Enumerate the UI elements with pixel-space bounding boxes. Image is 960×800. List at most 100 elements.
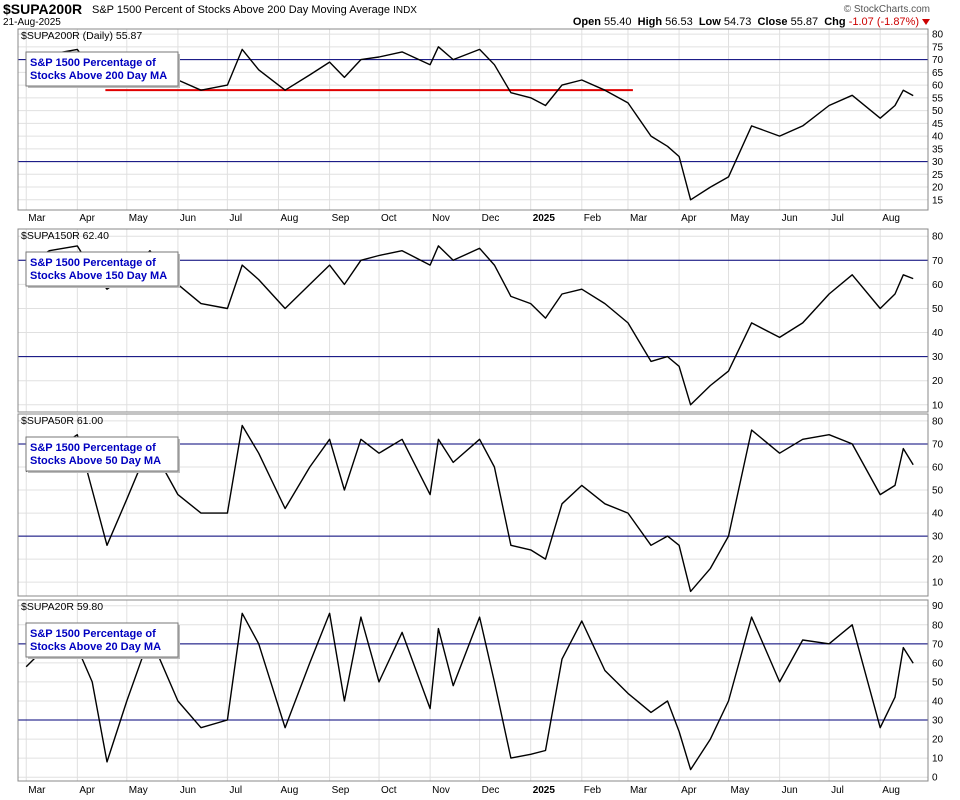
y-tick-label: 60 [932,280,944,291]
panel-frame [17,599,929,782]
x-tick-label: May [731,785,750,796]
panel-frame [17,28,929,211]
x-tick-label: Aug [280,213,298,224]
close-value: 55.87 [790,16,819,28]
x-tick-label: Jul [229,785,242,796]
x-tick-label: Jun [180,213,196,224]
y-tick-label: 60 [932,81,944,92]
y-tick-label: 90 [932,601,944,612]
y-tick-label: 70 [932,55,944,66]
panel-frame [17,413,929,597]
y-tick-label: 15 [932,195,944,206]
legend-box [25,622,179,658]
x-tick-label: Sep [332,213,350,224]
y-tick-label: 60 [932,462,944,473]
x-tick-label: Apr [79,785,95,796]
x-tick-label: Feb [584,213,602,224]
y-tick-label: 35 [932,144,944,155]
y-tick-label: 70 [932,639,944,650]
y-tick-label: 50 [932,304,944,315]
x-tick-label: May [129,213,148,224]
x-tick-label: Aug [882,785,900,796]
legend-text: S&P 1500 Percentage of Stocks Above 50 Da… [30,442,161,467]
y-tick-label: 25 [932,170,944,181]
change-value: -1.07 (-1.87%) [848,16,919,28]
x-tick-label: Sep [332,785,350,796]
y-tick-label: 50 [932,486,944,497]
x-tick-label: Nov [432,785,450,796]
y-tick-label: 40 [932,509,944,520]
symbol: $SUPA200R [3,1,83,17]
x-tick-label: Jul [831,785,844,796]
x-tick-label: Feb [584,785,602,796]
exchange: INDX [393,5,417,16]
x-tick-label: Apr [79,213,95,224]
x-tick-label: Mar [630,785,648,796]
panel-label: $SUPA150R 62.40 [21,230,109,242]
y-tick-label: 30 [932,352,944,363]
panel-label: $SUPA200R (Daily) 55.87 [21,30,142,42]
y-tick-label: 50 [932,106,944,117]
x-tick-label: Jul [831,213,844,224]
panel-frame [17,228,929,413]
y-tick-label: 80 [932,30,944,41]
series-line [25,424,914,593]
x-tick-label: Oct [381,213,397,224]
y-tick-label: 65 [932,68,944,79]
x-tick-label: Jun [180,785,196,796]
open-value: 55.40 [604,16,632,28]
y-tick-label: 30 [932,532,944,543]
y-tick-label: 0 [932,773,938,784]
low-label: Low [698,16,721,28]
y-tick-label: 70 [932,256,944,267]
x-tick-label: 2025 [533,213,556,224]
chart-header: $SUPA200R S&P 1500 Percent of Stocks Abo… [0,0,960,30]
y-tick-label: 20 [932,555,944,566]
y-tick-label: 10 [932,754,944,765]
y-tick-label: 20 [932,735,944,746]
legend-text: S&P 1500 Percentage of Stocks Above 20 Da… [30,628,161,653]
y-tick-label: 75 [932,42,944,53]
panel-label: $SUPA50R 61.00 [21,415,103,427]
y-tick-label: 30 [932,716,944,727]
series-line [25,245,914,406]
x-tick-label: Jun [782,213,798,224]
y-tick-label: 40 [932,132,944,143]
y-tick-label: 30 [932,157,944,168]
legend-text: S&P 1500 Percentage of Stocks Above 200 D… [30,57,167,82]
y-tick-label: 10 [932,578,944,589]
y-tick-label: 20 [932,376,944,387]
y-tick-label: 50 [932,677,944,688]
x-tick-label: Jul [229,213,242,224]
x-tick-label: Jun [782,785,798,796]
y-tick-label: 80 [932,620,944,631]
x-tick-label: Dec [482,785,500,796]
open-label: Open [572,16,601,28]
x-tick-label: Mar [28,785,46,796]
y-tick-label: 80 [932,416,944,427]
panel-label: $SUPA20R 59.80 [21,601,103,613]
y-tick-label: 40 [932,328,944,339]
x-tick-label: Mar [28,213,46,224]
symbol-description: S&P 1500 Percent of Stocks Above 200 Day… [92,4,417,16]
ohlc-readout: Open 55.40 High 56.53 Low 54.73 Close 55… [573,16,930,28]
y-tick-label: 40 [932,696,944,707]
low-value: 54.73 [723,16,752,28]
x-tick-label: Oct [381,785,397,796]
y-tick-label: 45 [932,119,944,130]
x-tick-label: May [129,785,148,796]
x-tick-label: May [731,213,750,224]
close-label: Close [757,16,788,28]
y-tick-label: 10 [932,400,944,411]
y-tick-label: 60 [932,658,944,669]
y-tick-label: 55 [932,93,944,104]
brand-credit: © StockCharts.com [843,4,930,15]
x-tick-label: Mar [630,213,648,224]
down-arrow-icon [922,19,930,26]
x-tick-label: Nov [432,213,450,224]
x-tick-label: Aug [280,785,298,796]
index-name: S&P 1500 Percent of Stocks Above 200 Day… [92,4,391,16]
high-value: 56.53 [665,16,693,28]
x-tick-label: Aug [882,213,900,224]
